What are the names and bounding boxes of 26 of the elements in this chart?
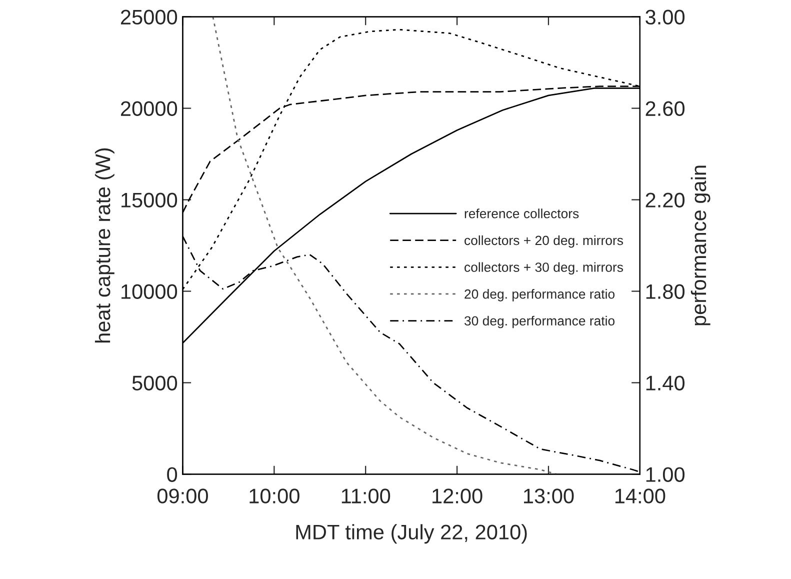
- y2-tick-label: 2.60: [646, 101, 685, 116]
- legend-label: 30 deg. performance ratio: [464, 316, 615, 328]
- x-tick-label: 10:00: [250, 488, 300, 504]
- y2-tick-label: 1.00: [646, 467, 685, 482]
- y2-tick-label: 3.00: [646, 10, 685, 25]
- x-tick-label: 14:00: [615, 488, 666, 504]
- y-tick-label: 5000: [132, 376, 178, 390]
- y2-tick-label: 1.40: [646, 376, 685, 390]
- legend-label: reference collectors: [464, 208, 579, 218]
- y2-tick-label: 1.80: [646, 284, 685, 299]
- y-tick-label: 10000: [122, 284, 178, 299]
- x-tick-label: 09:00: [157, 488, 208, 504]
- x-tick-label: 12:00: [432, 488, 482, 504]
- y-tick-label: 15000: [122, 192, 178, 208]
- x-axis-title: MDT time (July 22, 2010): [296, 524, 527, 544]
- legend-label: 20 deg. performance ratio: [464, 289, 615, 302]
- y-tick-label: 25000: [120, 10, 178, 25]
- x-tick-label: 11:00: [342, 488, 390, 504]
- y2-tick-label: 2.20: [646, 192, 685, 208]
- y-tick-label: 20000: [120, 101, 178, 116]
- y-axis-title: heat capture rate (W): [94, 148, 114, 342]
- y2-axis-title: performance gain: [690, 166, 710, 326]
- y-tick-label: 0: [167, 467, 178, 482]
- x-tick-label: 13:00: [524, 488, 574, 504]
- legend-label: collectors + 20 deg. mirrors: [464, 235, 624, 248]
- legend-label: collectors + 30 deg. mirrors: [464, 262, 624, 275]
